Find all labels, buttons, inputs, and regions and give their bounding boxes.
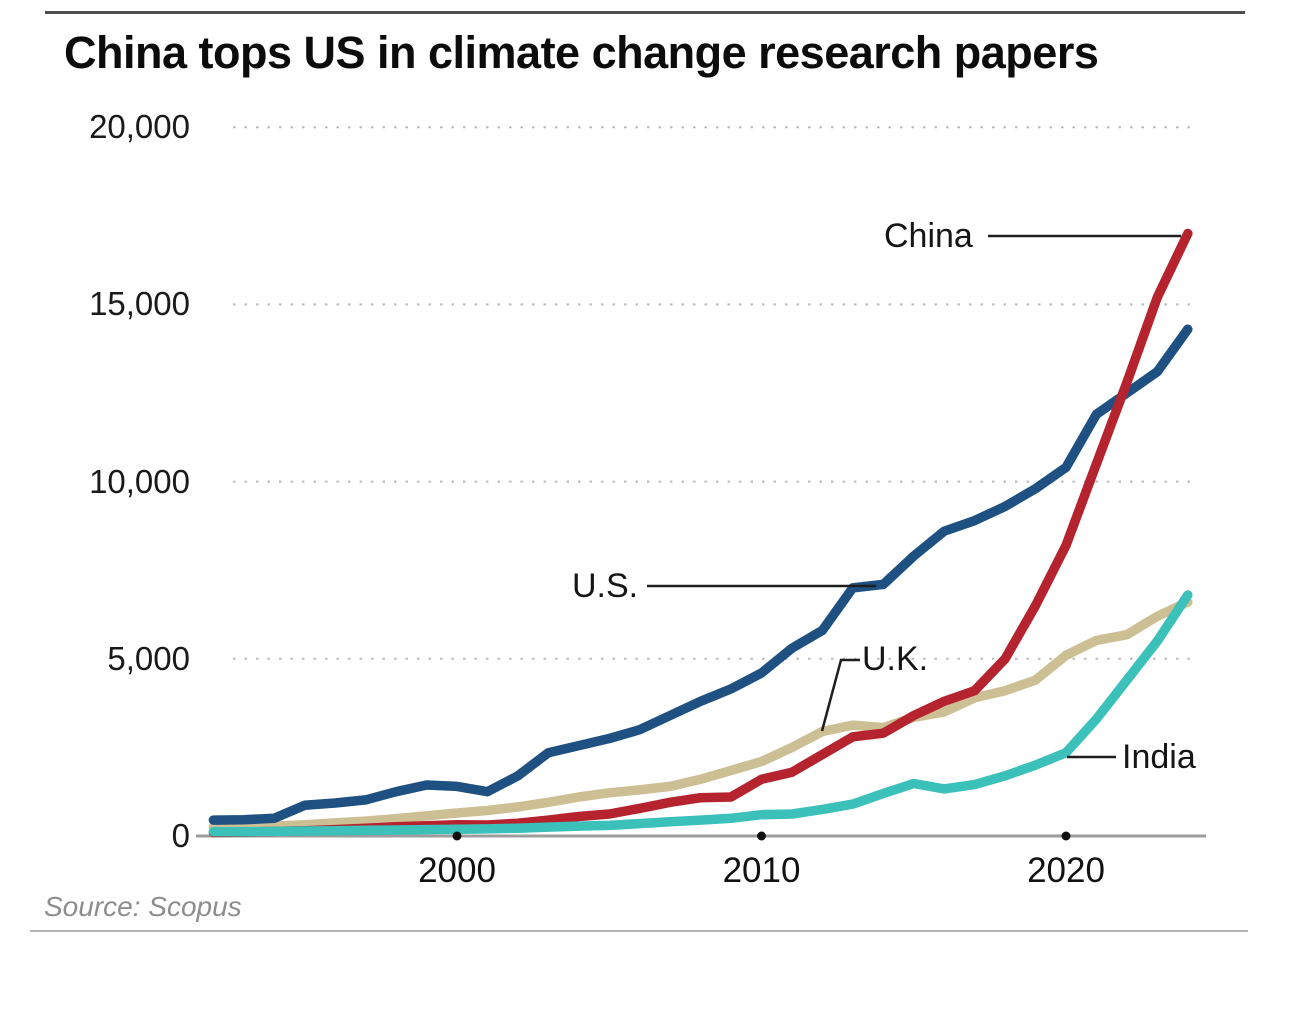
y-axis-label-0: 0 (171, 817, 190, 854)
bottom-divider (30, 930, 1248, 932)
x-axis-label-2010: 2010 (722, 851, 801, 890)
line-series-uk (208, 597, 1193, 832)
x-tick-dot-2010 (757, 831, 766, 841)
series-label-us: U.S. (572, 567, 639, 605)
series-label-china: China (884, 217, 973, 255)
x-tick-dot-2000 (452, 831, 462, 841)
series-label-uk: U.K. (862, 640, 929, 678)
x-tick-dot-2020 (1061, 831, 1071, 841)
line-series-us (208, 324, 1193, 825)
chart-title: China tops US in climate change research… (64, 27, 1099, 78)
x-axis-label-2000: 2000 (418, 851, 496, 890)
y-axis-label-15000: 15,000 (89, 285, 190, 323)
line-series-india (208, 590, 1193, 837)
y-axis-label-10000: 10,000 (89, 462, 190, 500)
x-axis-label-2020: 2020 (1027, 851, 1105, 890)
y-axis-label-20000: 20,000 (89, 108, 190, 146)
y-axis-label-5000: 5,000 (107, 639, 190, 677)
top-divider (45, 11, 1245, 14)
uk-connector-line (820, 658, 860, 732)
source-credit: Source: Scopus (44, 891, 242, 922)
series-label-india: India (1122, 738, 1196, 776)
